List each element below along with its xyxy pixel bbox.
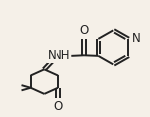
Text: O: O <box>53 100 63 113</box>
Text: NH: NH <box>53 49 70 62</box>
Text: O: O <box>80 24 89 37</box>
Text: N: N <box>132 32 141 45</box>
Text: N: N <box>48 49 56 62</box>
